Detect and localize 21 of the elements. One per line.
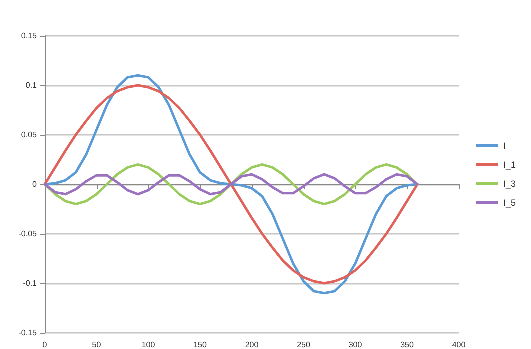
x-tick-label: 350 [400, 340, 414, 349]
y-tick-label: -0.1 [23, 279, 38, 288]
x-tick-label: 250 [297, 340, 311, 349]
x-tick-label: 200 [245, 340, 260, 349]
y-tick-label: 0 [32, 180, 38, 189]
legend-label: I_1 [503, 160, 516, 170]
y-tick-label: 0.1 [26, 81, 38, 90]
y-tick-label: -0.15 [18, 328, 38, 338]
legend-label: I_3 [503, 179, 516, 189]
y-tick-label: 0.05 [21, 130, 38, 140]
x-tick-label: 50 [92, 340, 102, 349]
x-tick-label: 0 [42, 340, 48, 349]
x-tick-label: 300 [348, 340, 363, 349]
x-tick-label: 100 [142, 340, 156, 349]
legend-label: I [503, 141, 506, 151]
x-tick-label: 400 [452, 340, 466, 349]
y-tick-label: -0.05 [18, 230, 38, 238]
line-series [44, 173, 419, 196]
legend-label: I_5 [503, 198, 516, 208]
x-tick-label: 150 [194, 340, 208, 349]
y-tick-label: 0.15 [21, 32, 38, 40]
